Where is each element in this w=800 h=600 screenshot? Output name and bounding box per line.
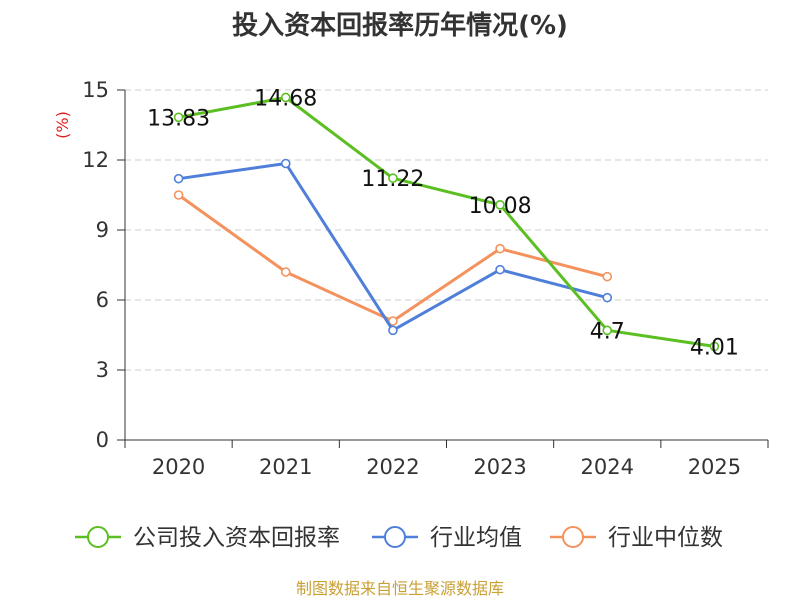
x-tick-label: 2020 bbox=[152, 455, 205, 479]
data-point bbox=[280, 267, 291, 277]
data-label: 14.68 bbox=[254, 86, 317, 111]
data-label: 4.01 bbox=[690, 335, 739, 360]
data-label: 11.22 bbox=[361, 167, 424, 192]
series-1 bbox=[173, 158, 613, 336]
y-tick-label: 6 bbox=[96, 288, 109, 312]
data-point bbox=[495, 243, 505, 254]
series-2 bbox=[173, 190, 613, 326]
y-tick-label: 3 bbox=[96, 358, 109, 382]
data-point bbox=[280, 158, 291, 169]
data-point bbox=[280, 92, 291, 103]
data-label-layer: 13.83 14.68 11.22 10.08 4.7 4.01 bbox=[147, 86, 739, 360]
data-point bbox=[602, 325, 613, 336]
data-point bbox=[388, 173, 398, 183]
data-point bbox=[173, 112, 184, 123]
legend: 公司投入资本回报率 行业均值 行业中位数 bbox=[75, 525, 723, 551]
y-axis-label: (%) bbox=[53, 111, 72, 139]
x-tick-label: 2025 bbox=[688, 455, 741, 479]
data-point bbox=[602, 271, 613, 282]
series-layer bbox=[173, 92, 720, 352]
data-point bbox=[495, 264, 505, 275]
legend-swatch-marker bbox=[87, 526, 109, 548]
data-label: 10.08 bbox=[469, 194, 532, 219]
series-line bbox=[178, 96, 715, 348]
data-point bbox=[709, 341, 720, 352]
x-tick-label: 2021 bbox=[259, 455, 312, 479]
x-tick-label: 2024 bbox=[581, 455, 634, 479]
series-0 bbox=[173, 92, 720, 352]
x-tick-label: 2023 bbox=[473, 455, 526, 479]
legend-label: 行业均值 bbox=[430, 525, 522, 551]
data-point bbox=[173, 190, 184, 200]
legend-label: 行业中位数 bbox=[608, 525, 723, 551]
y-tick-label: 12 bbox=[82, 148, 109, 172]
data-point bbox=[173, 173, 184, 184]
data-point bbox=[388, 325, 398, 336]
data-label: 4.7 bbox=[590, 319, 625, 344]
grid-layer bbox=[125, 89, 768, 371]
data-point bbox=[602, 292, 613, 303]
legend-swatch-marker bbox=[384, 526, 406, 548]
series-line bbox=[177, 193, 608, 323]
legend-swatch-marker bbox=[562, 526, 584, 548]
data-point bbox=[495, 200, 505, 210]
legend-item-0[interactable]: 公司投入资本回报率 bbox=[75, 525, 340, 551]
y-tick-label: 9 bbox=[96, 218, 109, 242]
legend-label: 公司投入资本回报率 bbox=[133, 525, 340, 551]
data-point bbox=[388, 316, 398, 326]
source-note: 制图数据来自恒生聚源数据库 bbox=[296, 579, 504, 598]
x-tick-label: 2022 bbox=[366, 455, 419, 479]
legend-item-2[interactable]: 行业中位数 bbox=[550, 525, 723, 551]
y-tick-label: 0 bbox=[96, 428, 109, 452]
y-tick-label: 15 bbox=[82, 78, 109, 102]
legend-item-1[interactable]: 行业均值 bbox=[372, 525, 522, 551]
axis-layer: 0 3 6 9 12 15 2020 2021 2022 2023 2024 2025 bbox=[82, 78, 769, 479]
chart-title: 投入资本回报率历年情况(%) bbox=[232, 10, 568, 41]
data-label: 13.83 bbox=[147, 106, 210, 131]
